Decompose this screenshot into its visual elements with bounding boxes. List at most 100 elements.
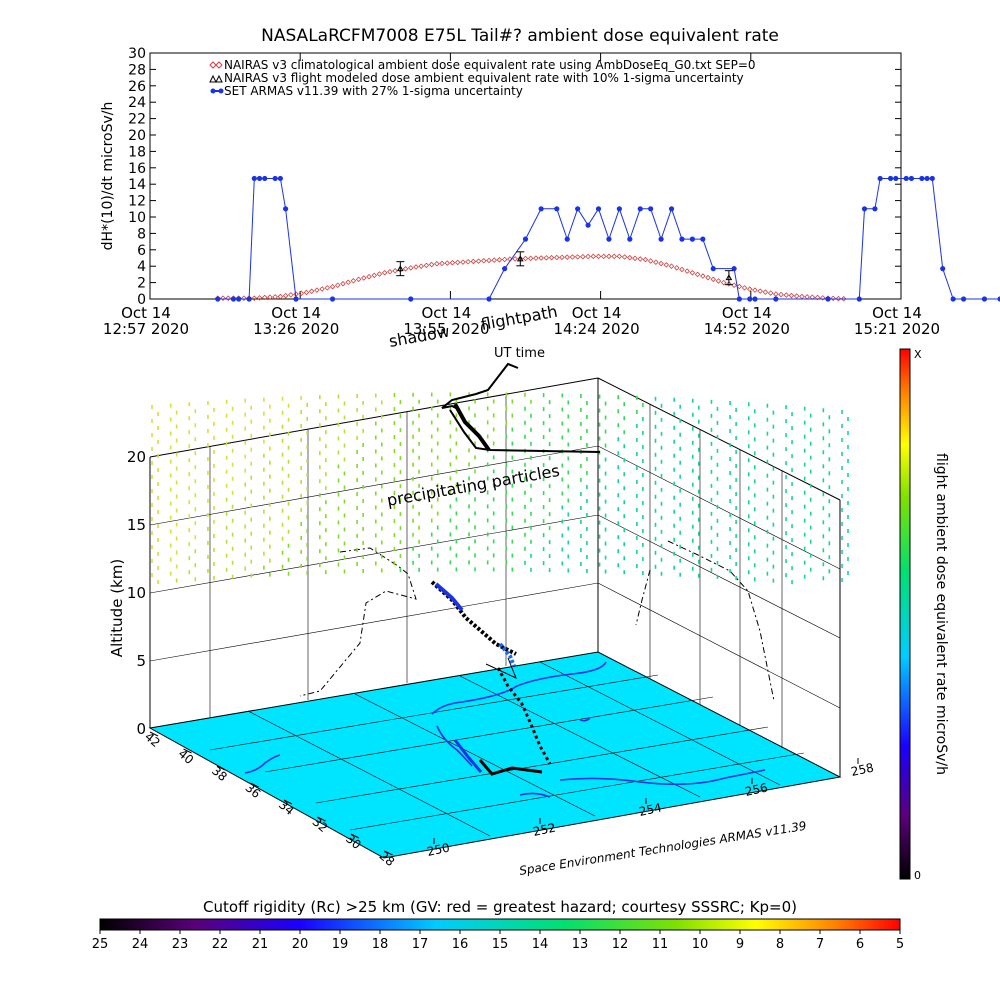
armas-point <box>277 175 283 182</box>
armas-point <box>825 296 831 302</box>
legend-triangle-marker <box>209 74 223 83</box>
wall-shadow-tracks <box>299 540 775 702</box>
cutoff-tick-label: 14 <box>532 937 549 952</box>
nairas-clim-point <box>460 259 466 265</box>
nairas-clim-point <box>371 272 378 279</box>
armas-point <box>606 236 612 242</box>
x-tick-time: 14:24 2020 <box>554 320 640 338</box>
dose-colorbar-top-label: X <box>914 348 922 361</box>
nairas-clim-point <box>788 292 795 299</box>
nairas-clim-point <box>580 253 586 260</box>
armas-point <box>710 266 716 272</box>
nairas-clim-point <box>767 290 774 296</box>
armas-point <box>981 296 988 302</box>
nairas-clim-point <box>314 287 320 293</box>
dose-colorbar-label: flight ambient dose equivalent rate micr… <box>933 453 949 775</box>
particle-field <box>151 392 849 585</box>
nairas-clim-point <box>720 279 727 286</box>
nairas-clim-point <box>439 260 445 267</box>
nairas-clim-point <box>559 254 565 261</box>
nairas-clim-point <box>324 285 331 291</box>
cutoff-tick-label: 17 <box>412 937 429 952</box>
nairas-clim-point <box>522 255 529 262</box>
armas-point <box>230 296 237 302</box>
nairas-clim-point <box>621 254 628 260</box>
y-tick-label: 2 <box>137 276 146 292</box>
nairas-clim-point <box>272 294 278 300</box>
x-tick-date: Oct 14 <box>121 304 171 322</box>
nairas-clim-point <box>220 295 226 301</box>
y-tick-label: 18 <box>128 144 146 160</box>
nairas-clim-point <box>261 294 268 301</box>
shadow-label: shadow <box>387 322 451 351</box>
nairas-clim-point <box>548 254 555 261</box>
y-tick-label: 6 <box>137 243 146 259</box>
x-tick-date: Oct 14 <box>872 304 922 322</box>
x-tick-date: Oct 14 <box>572 304 622 322</box>
armas-point <box>538 206 544 212</box>
armas-point <box>893 175 899 182</box>
armas-point <box>679 236 685 242</box>
coastline-paths <box>244 661 766 798</box>
armas-point <box>585 222 591 228</box>
nairas-clim-point <box>668 263 675 269</box>
cutoff-tick-label: 5 <box>896 937 904 952</box>
cutoff-tick-label: 10 <box>692 937 709 952</box>
armas-point <box>564 236 570 242</box>
armas-point <box>736 296 742 302</box>
series-area <box>215 175 1000 302</box>
nairas-flight-point <box>516 255 524 262</box>
nairas-clim-point <box>726 281 732 287</box>
armas-point <box>329 296 336 302</box>
nairas-clim-point <box>616 253 623 260</box>
armas-point <box>256 175 263 182</box>
cutoff-tick-label: 11 <box>652 937 669 952</box>
longitude-tick-label: 250 <box>426 840 451 858</box>
cutoff-tick-label: 24 <box>132 937 149 952</box>
nairas-clim-point <box>298 290 305 297</box>
nairas-clim-point <box>392 268 398 274</box>
nairas-clim-point <box>830 295 836 302</box>
nairas-clim-point <box>527 255 534 262</box>
cutoff-tick-label: 19 <box>332 937 349 952</box>
legend-label-armas: SET ARMAS v11.39 with 27% 1-sigma uncert… <box>224 84 523 98</box>
nairas-clim-point <box>486 257 492 264</box>
nairas-clim-point <box>241 295 247 301</box>
nairas-clim-point <box>679 266 685 273</box>
armas-point <box>637 206 643 212</box>
armas-point <box>700 236 706 242</box>
nairas-clim-point <box>585 253 591 260</box>
nairas-clim-point <box>752 287 758 293</box>
armas-point <box>668 206 675 212</box>
y-tick-label: 12 <box>128 194 146 210</box>
armas-point <box>940 266 946 272</box>
y-tick-label: 4 <box>137 259 146 275</box>
armas-point <box>908 175 915 182</box>
nairas-clim-point <box>736 283 743 290</box>
cutoff-tick-label: 23 <box>172 937 189 952</box>
armas-point <box>887 175 894 182</box>
altitude-tick-label: 15 <box>127 516 146 534</box>
legend: NAIRAS v3 climatological ambient dose eq… <box>209 58 756 98</box>
y-tick-label: 16 <box>128 161 146 177</box>
cutoff-tick-label: 15 <box>492 937 509 952</box>
nairas-clim-point <box>653 259 659 266</box>
plot-frame <box>149 52 902 300</box>
longitude-axis: 250 252 254 256 258 <box>426 758 875 859</box>
armas-point <box>627 236 633 242</box>
nairas-clim-point <box>741 285 748 291</box>
nairas-clim-point <box>475 258 482 264</box>
armas-point <box>861 206 868 212</box>
cutoff-tick-label: 18 <box>372 937 389 952</box>
cutoff-tick-label: 7 <box>816 937 824 952</box>
x-tick-date: Oct 14 <box>722 304 772 322</box>
nairas-clim-point <box>491 257 497 263</box>
armas-point <box>747 296 753 302</box>
armas-point <box>282 206 289 212</box>
nairas-clim-point <box>773 291 779 297</box>
y-tick-label: 26 <box>128 79 146 95</box>
y-tick-label: 14 <box>128 177 146 193</box>
nairas-clim-point <box>413 264 419 270</box>
nairas-clim-point <box>820 295 826 301</box>
nairas-flight-point <box>725 274 733 281</box>
